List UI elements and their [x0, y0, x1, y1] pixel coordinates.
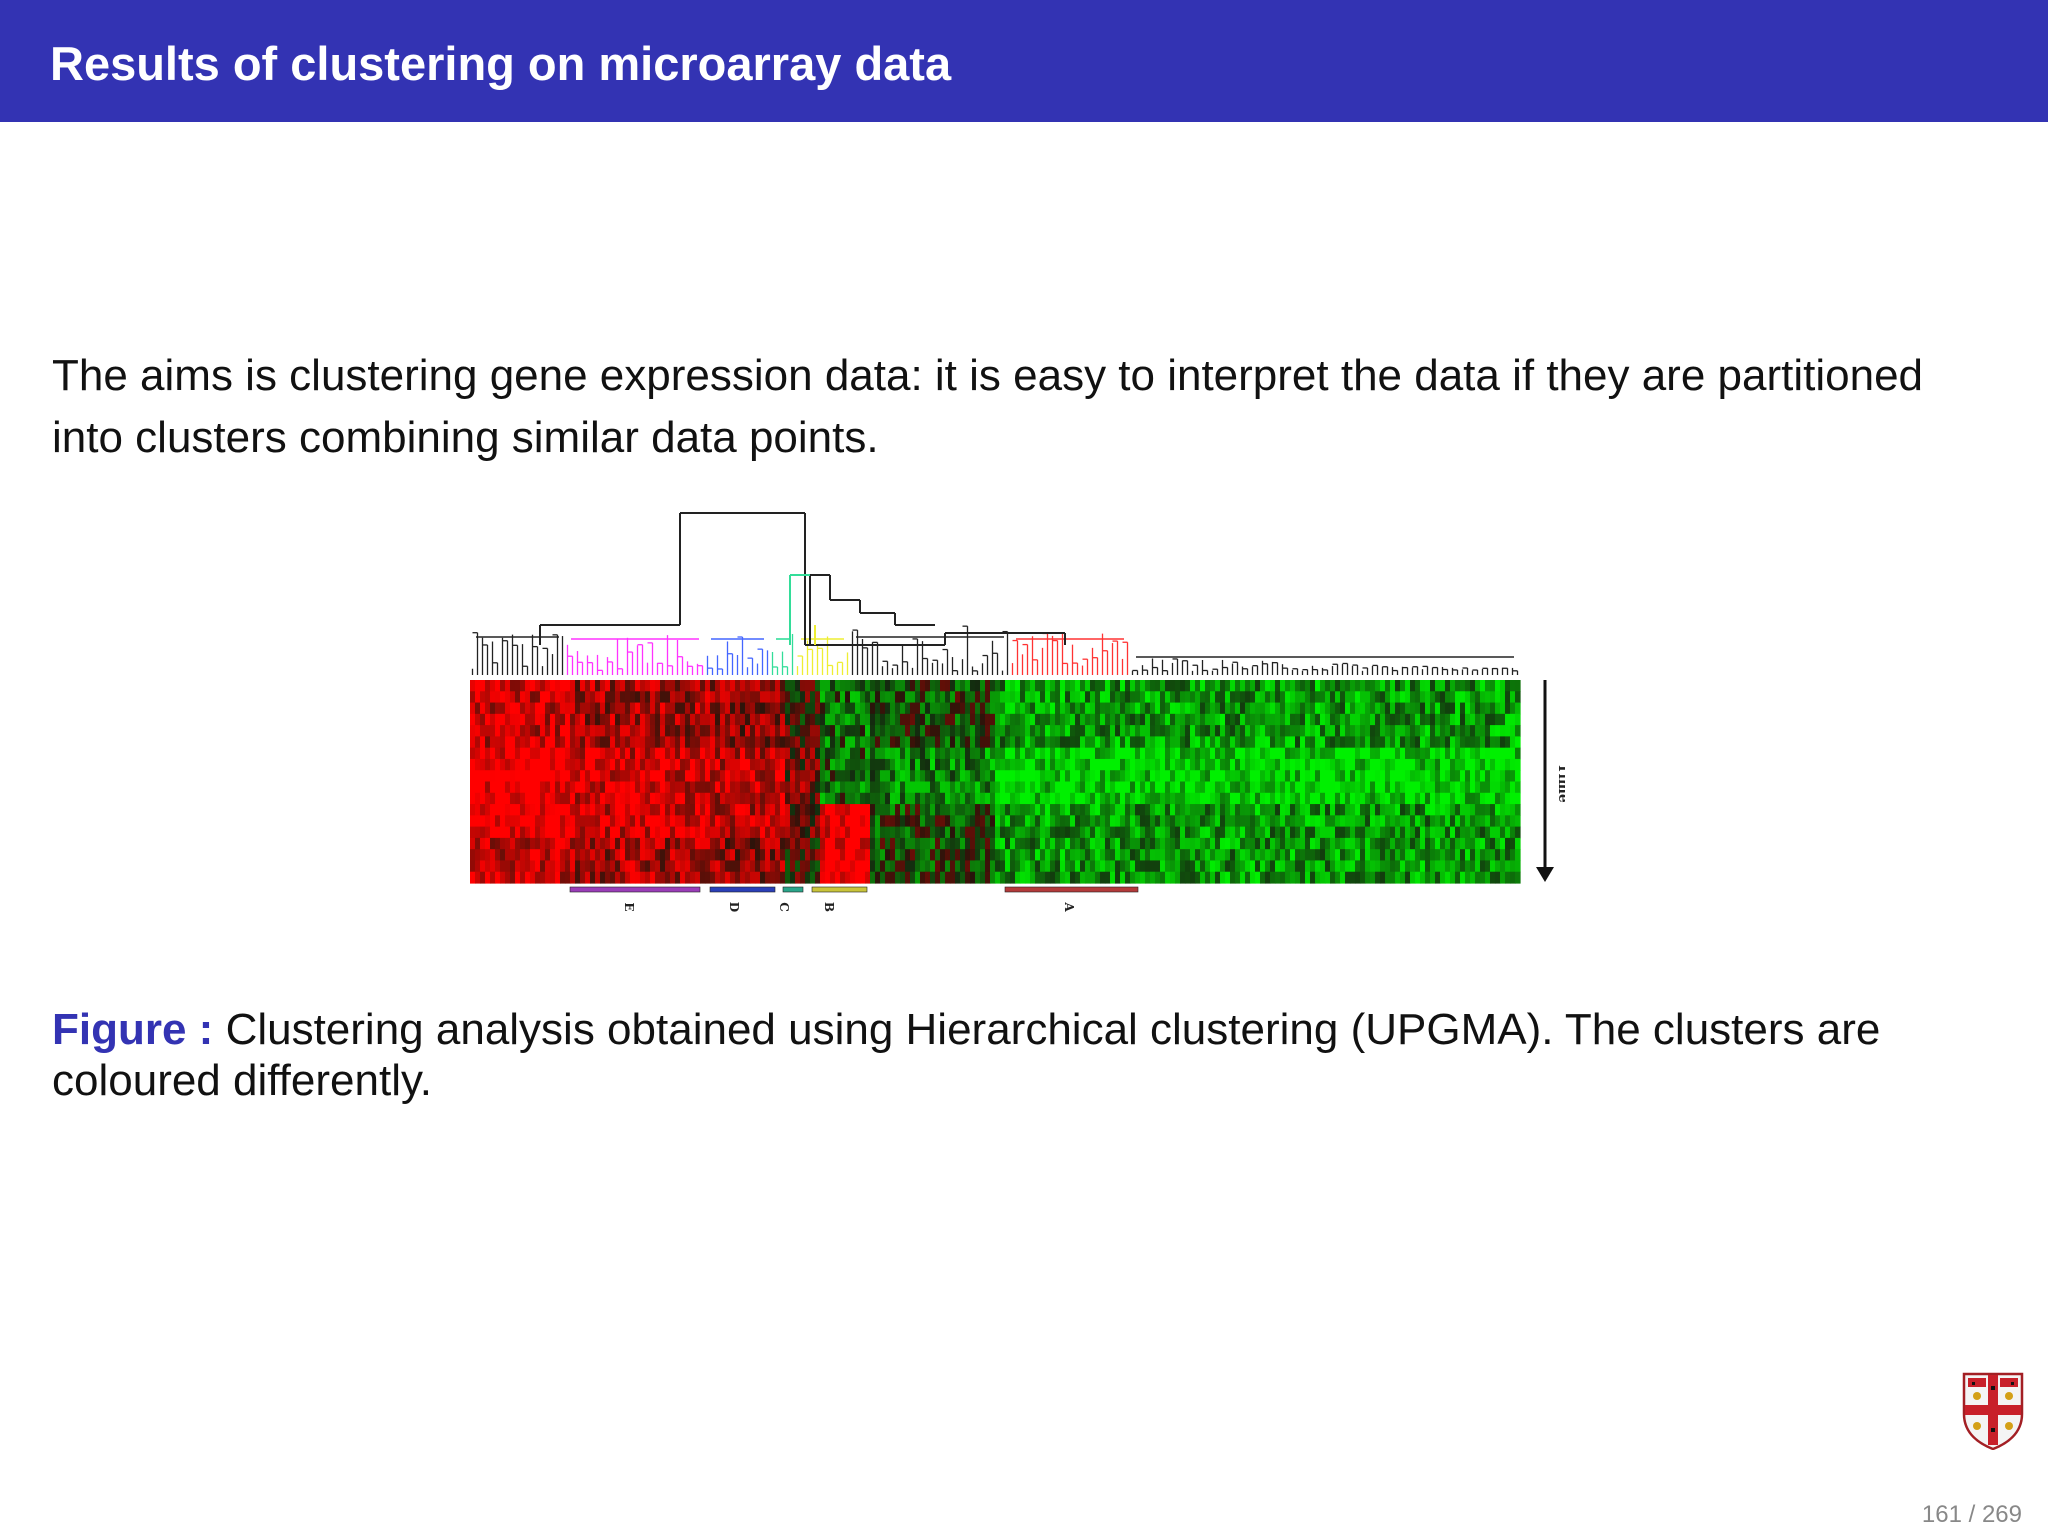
cluster-label-e: E: [622, 902, 636, 911]
cluster-bar-c: [782, 886, 804, 893]
page-number: 161 / 269: [1922, 1500, 2022, 1530]
page-separator: /: [1968, 1501, 1976, 1528]
caption-text: Clustering analysis obtained using Hiera…: [52, 1005, 1881, 1105]
page-current: 161: [1921, 1501, 1962, 1528]
page-total: 269: [1981, 1501, 2022, 1528]
intro-paragraph: The aims is clustering gene expression d…: [52, 351, 1924, 462]
cluster-bar-d: [709, 886, 776, 893]
university-crest-icon: [1962, 1372, 2024, 1450]
cluster-label-a: A: [1062, 901, 1076, 912]
dendrogram: [470, 512, 1520, 680]
caption-label: Figure :: [52, 1005, 214, 1054]
cluster-bar-b: [811, 886, 868, 893]
time-arrow: [1536, 680, 1554, 882]
cluster-bar-e: [569, 886, 701, 893]
slide-title: Results of clustering on microarray data: [50, 37, 952, 90]
clustering-figure: Time E D C B A: [470, 512, 1565, 912]
cluster-label-b: B: [822, 902, 836, 912]
cluster-label-c: C: [777, 902, 791, 912]
expression-heatmap: [470, 680, 1521, 884]
cluster-label-d: D: [727, 902, 741, 912]
cluster-bar-a: [1004, 886, 1139, 893]
title-bar: Results of clustering on microarray data: [0, 0, 2048, 122]
time-label: Time: [1555, 763, 1565, 803]
figure-caption: Figure : Clustering analysis obtained us…: [52, 1004, 1982, 1106]
